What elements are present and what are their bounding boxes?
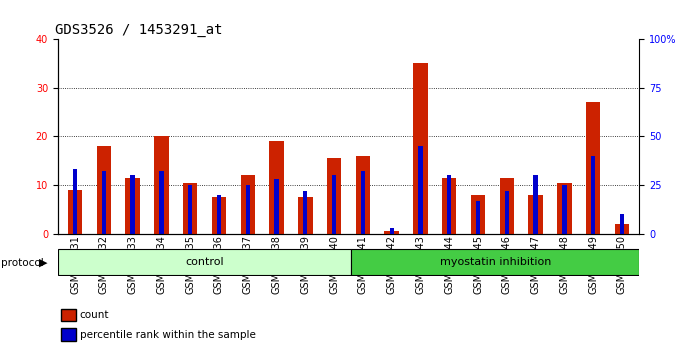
- Text: myostatin inhibition: myostatin inhibition: [439, 257, 551, 267]
- Bar: [125, 178, 140, 234]
- Bar: [528, 195, 543, 234]
- Bar: [183, 183, 197, 234]
- Bar: [102, 171, 106, 234]
- Bar: [188, 185, 192, 234]
- Bar: [269, 141, 284, 234]
- Bar: [303, 191, 307, 234]
- Bar: [97, 146, 111, 234]
- Bar: [356, 156, 370, 234]
- Bar: [615, 224, 629, 234]
- Bar: [619, 214, 624, 234]
- Bar: [586, 102, 600, 234]
- Bar: [332, 175, 337, 234]
- Text: GDS3526 / 1453291_at: GDS3526 / 1453291_at: [55, 23, 222, 36]
- Bar: [211, 197, 226, 234]
- Bar: [159, 171, 164, 234]
- Bar: [562, 185, 566, 234]
- Bar: [241, 175, 255, 234]
- Bar: [298, 197, 313, 234]
- Bar: [533, 175, 538, 234]
- FancyBboxPatch shape: [58, 249, 352, 275]
- Bar: [73, 169, 78, 234]
- Text: protocol: protocol: [1, 258, 44, 268]
- Bar: [275, 179, 279, 234]
- Bar: [418, 146, 422, 234]
- Bar: [245, 185, 250, 234]
- Bar: [68, 190, 82, 234]
- Bar: [390, 228, 394, 234]
- Text: count: count: [80, 310, 109, 320]
- Bar: [591, 156, 595, 234]
- Bar: [505, 191, 509, 234]
- Bar: [360, 171, 365, 234]
- Bar: [447, 175, 452, 234]
- Bar: [413, 63, 428, 234]
- Bar: [500, 178, 514, 234]
- Bar: [476, 200, 480, 234]
- Bar: [327, 158, 341, 234]
- FancyBboxPatch shape: [352, 249, 639, 275]
- Bar: [471, 195, 486, 234]
- Text: control: control: [185, 257, 224, 267]
- Text: percentile rank within the sample: percentile rank within the sample: [80, 330, 256, 339]
- Bar: [442, 178, 456, 234]
- Bar: [217, 195, 221, 234]
- Bar: [557, 183, 572, 234]
- Bar: [154, 136, 169, 234]
- Bar: [384, 231, 399, 234]
- Bar: [131, 175, 135, 234]
- Text: ▶: ▶: [39, 258, 48, 268]
